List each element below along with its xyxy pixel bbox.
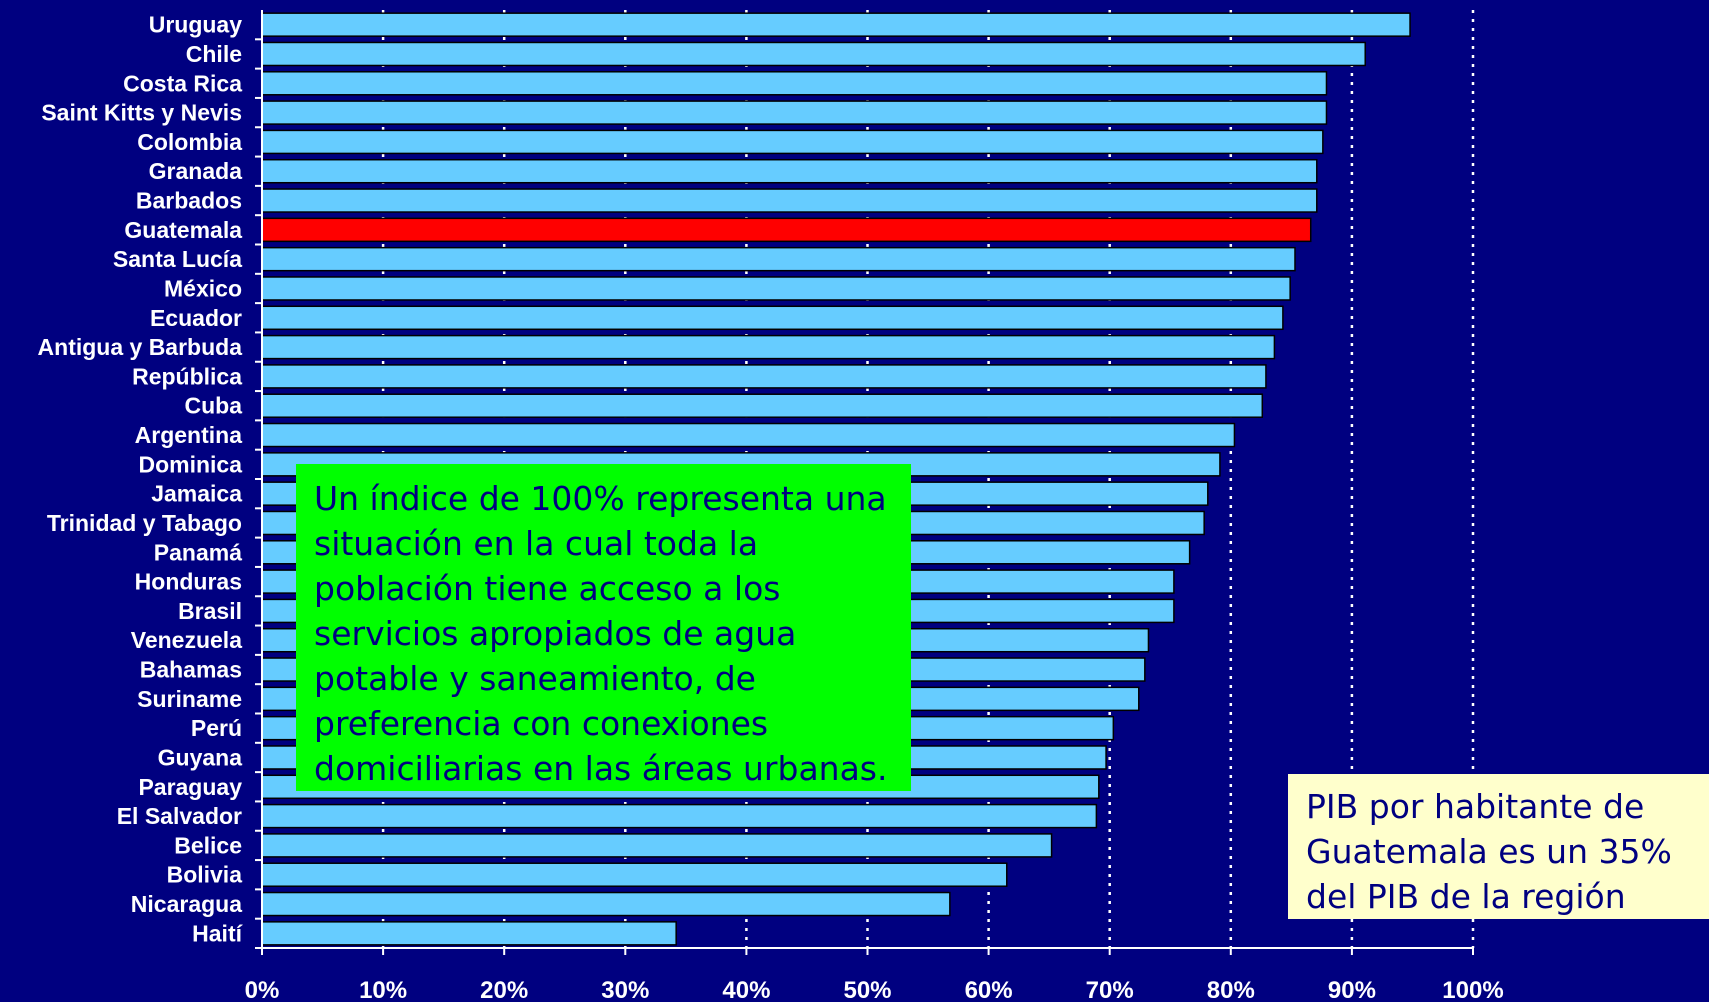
category-label: Uruguay <box>149 12 243 38</box>
bar <box>261 100 1328 125</box>
x-tick-label: 10% <box>359 977 407 1002</box>
bar <box>261 422 1236 448</box>
category-label: Belice <box>174 832 242 858</box>
category-label: Chile <box>186 41 242 67</box>
category-label: Granada <box>149 158 243 184</box>
category-label: Venezuela <box>131 627 242 653</box>
category-label: Guyana <box>158 744 243 770</box>
category-label: Antigua y Barbuda <box>38 334 243 360</box>
category-label: Jamaica <box>151 481 242 507</box>
x-tick-label: 100% <box>1442 977 1503 1002</box>
category-label: Bolivia <box>167 862 243 888</box>
category-label: Paraguay <box>138 774 242 800</box>
x-tick-label: 80% <box>1207 977 1255 1002</box>
bar <box>261 12 1411 37</box>
category-label: Colombia <box>137 129 242 155</box>
note-line: Guatemala es un 35% <box>1306 832 1672 871</box>
category-label: Dominica <box>138 451 242 477</box>
x-tick-label: 50% <box>843 977 891 1002</box>
bar-highlight <box>261 217 1312 243</box>
note-line: situación en la cual toda la <box>314 524 759 563</box>
category-label: Honduras <box>135 569 242 595</box>
note-line: preferencia con conexiones <box>314 704 769 743</box>
bar <box>261 891 951 917</box>
category-label: Ecuador <box>150 305 242 331</box>
category-label: Cuba <box>185 393 243 419</box>
bar <box>261 158 1318 184</box>
bar <box>261 393 1264 418</box>
bar <box>261 129 1324 155</box>
category-label: Haití <box>192 920 243 946</box>
bar <box>261 364 1267 389</box>
bar <box>261 71 1328 96</box>
category-label: Trinidad y Tabago <box>47 510 242 536</box>
bar <box>261 276 1291 301</box>
category-label: Perú <box>191 715 242 741</box>
x-tick-label: 0% <box>245 977 280 1002</box>
bar <box>261 188 1318 213</box>
category-label: Suriname <box>137 686 242 712</box>
bar <box>261 862 1008 887</box>
category-label: Panamá <box>154 539 242 565</box>
bar <box>261 833 1053 858</box>
bar <box>261 803 1098 829</box>
x-tick-label: 60% <box>965 977 1013 1002</box>
x-tick-label: 40% <box>722 977 770 1002</box>
category-label: El Salvador <box>117 803 242 829</box>
note-gdp-per-capita: PIB por habitante de Guatemala es un 35%… <box>1288 774 1709 919</box>
category-label: Brasil <box>178 598 242 624</box>
bar <box>261 246 1296 272</box>
note-line: potable y saneamiento, de <box>314 659 756 698</box>
note-line: domiciliarias en las áreas urbanas. <box>314 749 888 788</box>
bar <box>261 41 1366 67</box>
note-line: población tiene acceso a los <box>314 569 781 608</box>
note-line: Un índice de 100% representa una <box>314 479 887 518</box>
bar <box>261 305 1284 331</box>
note-line: PIB por habitante de <box>1306 787 1645 826</box>
note-line: del PIB de la región <box>1306 877 1626 916</box>
category-label: Barbados <box>136 188 242 214</box>
x-tick-label: 20% <box>480 977 528 1002</box>
category-label: Bahamas <box>140 657 242 683</box>
category-label: República <box>132 363 242 389</box>
x-tick-label: 70% <box>1086 977 1134 1002</box>
note-line: servicios apropiados de agua <box>314 614 797 653</box>
x-tick-label: 30% <box>601 977 649 1002</box>
category-label: Saint Kitts y Nevis <box>41 100 242 126</box>
category-label: Nicaragua <box>131 891 242 917</box>
bar <box>261 334 1276 360</box>
bar <box>261 921 677 946</box>
category-label: Santa Lucía <box>113 246 242 272</box>
category-label: Guatemala <box>124 217 242 243</box>
category-label: Costa Rica <box>123 70 242 96</box>
category-label: México <box>164 275 242 301</box>
note-access-definition: Un índice de 100% representa una situaci… <box>296 464 911 791</box>
x-tick-label: 90% <box>1328 977 1376 1002</box>
category-label: Argentina <box>135 422 243 448</box>
